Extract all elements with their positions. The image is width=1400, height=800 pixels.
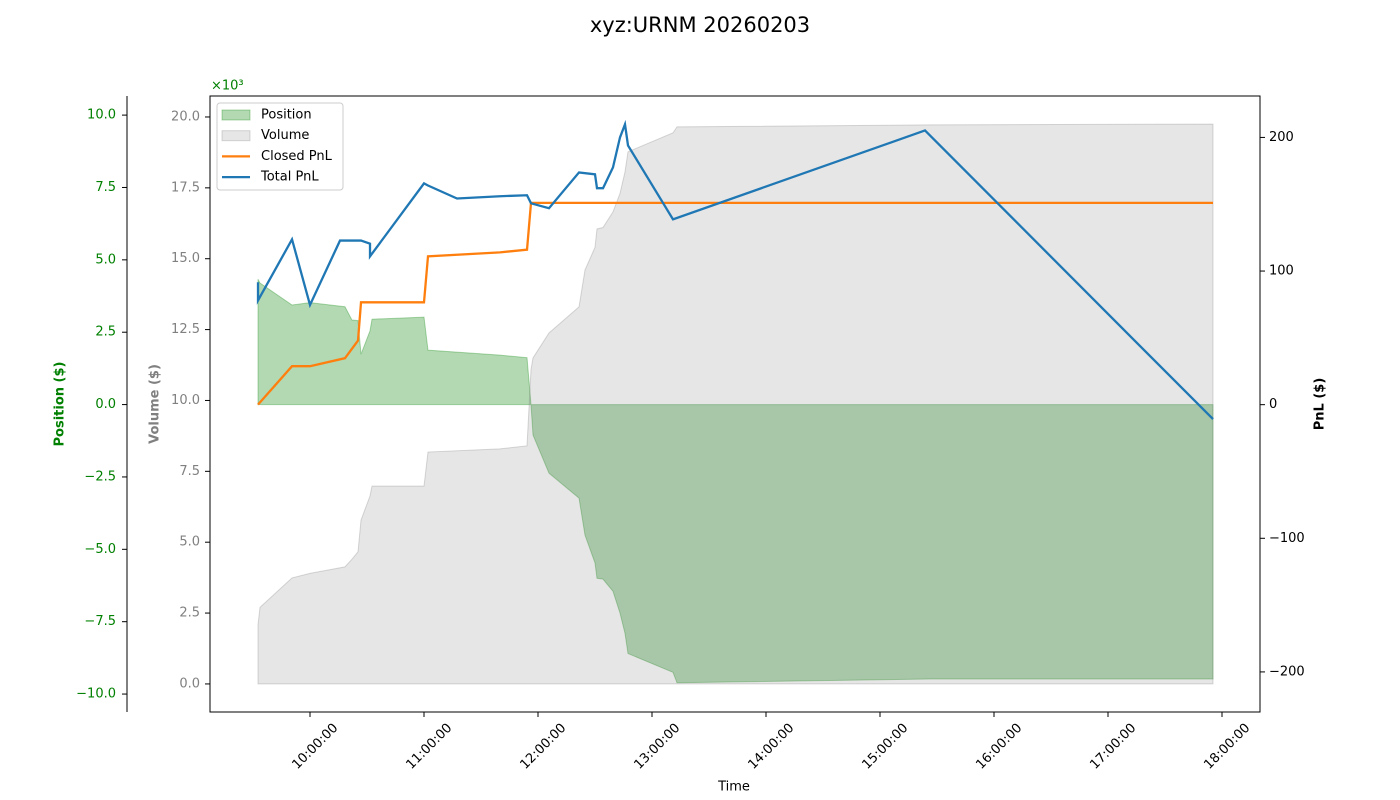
y3-tick-label: 100	[1269, 264, 1294, 279]
y3-axis-label: PnL ($)	[1313, 378, 1328, 431]
y-tick-label: −7.5	[84, 614, 116, 629]
chart-title: xyz:URNM 20260203	[590, 13, 810, 37]
x-tick-label: 12:00:00	[517, 721, 569, 773]
x-tick-label: 18:00:00	[1201, 721, 1253, 773]
y3-tick-label: −100	[1269, 531, 1305, 546]
y-tick-label: 2.5	[95, 325, 116, 340]
y3-tick-label: 200	[1269, 130, 1294, 145]
x-tick-label: 16:00:00	[973, 721, 1025, 773]
x-tick-label: 14:00:00	[745, 721, 797, 773]
area	[257, 123, 1214, 685]
y2-tick-label: 0.0	[179, 676, 200, 691]
line	[256, 119, 1214, 420]
plot-frame	[209, 95, 1261, 713]
y2-tick-label: 12.5	[171, 322, 200, 337]
y2-tick-label: 15.0	[171, 251, 200, 266]
y3-tick-label: −200	[1269, 664, 1305, 679]
y-tick-label: −2.5	[84, 469, 116, 484]
y2-tick-label: 2.5	[179, 606, 200, 621]
y2-tick-label: 10.0	[171, 393, 200, 408]
y-tick-label: 0.0	[95, 397, 116, 412]
line	[257, 201, 1214, 406]
legend-swatch	[221, 109, 251, 121]
y2-axis-label: Volume ($)	[148, 364, 163, 444]
y-tick-label: 7.5	[95, 180, 116, 195]
y-tick-label: 5.0	[95, 252, 116, 267]
y2-tick-label: 20.0	[171, 109, 200, 124]
legend-label: Total PnL	[260, 170, 319, 185]
y-tick-label: 10.0	[87, 108, 116, 123]
legend-label: Closed PnL	[261, 149, 333, 164]
y-offset-text: ×10³	[211, 79, 244, 94]
x-tick-label: 10:00:00	[289, 721, 341, 773]
x-tick-label: 15:00:00	[859, 721, 911, 773]
x-tick-label: 13:00:00	[631, 721, 683, 773]
area	[257, 279, 1214, 684]
y2-tick-label: 5.0	[179, 535, 200, 550]
x-tick-label: 11:00:00	[403, 721, 455, 773]
y3-tick-label: 0	[1269, 397, 1277, 412]
y-tick-label: −5.0	[84, 542, 116, 557]
legend-swatch	[221, 130, 251, 142]
x-axis-label: Time	[717, 780, 750, 795]
y2-tick-label: 17.5	[171, 180, 200, 195]
y-tick-label: −10.0	[76, 687, 116, 702]
x-tick-label: 17:00:00	[1087, 721, 1139, 773]
legend-label: Position	[261, 108, 312, 123]
y2-tick-label: 7.5	[179, 464, 200, 479]
y-axis-label: Position ($)	[53, 362, 68, 447]
legend-label: Volume	[261, 128, 309, 143]
legend-box	[216, 102, 344, 191]
